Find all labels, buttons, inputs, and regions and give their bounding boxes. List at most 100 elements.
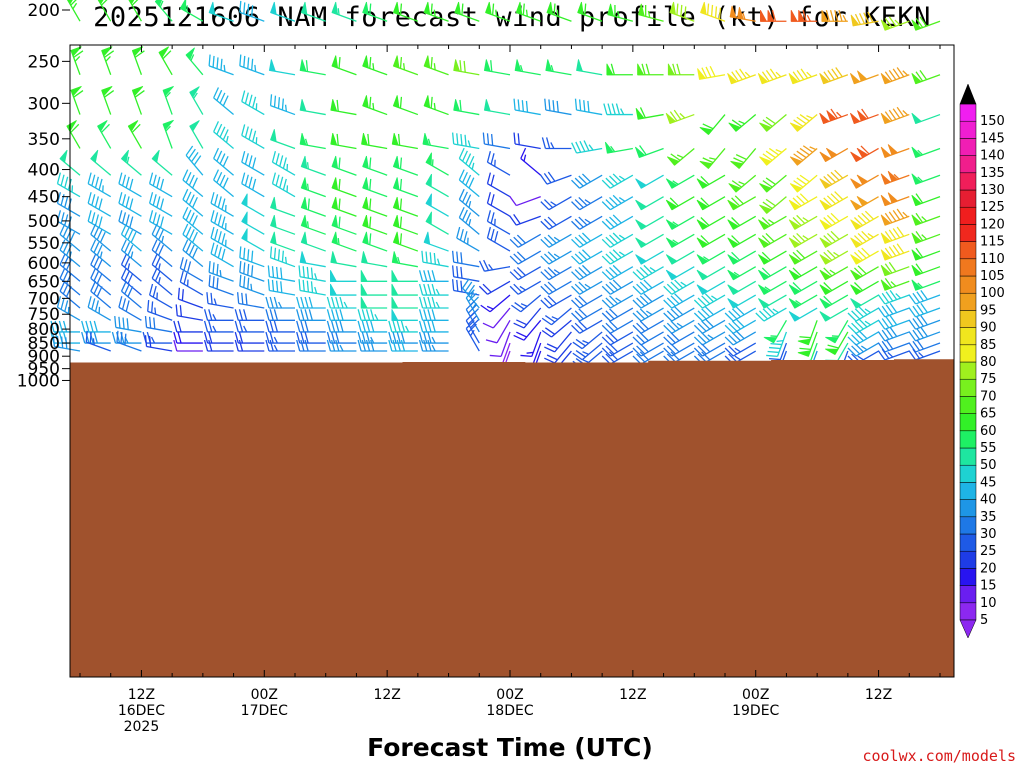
wind-barb [819, 67, 849, 85]
wind-barb [790, 10, 818, 22]
wind-barb [601, 279, 634, 295]
x-axis-label: Forecast Time (UTC) [367, 733, 653, 762]
wind-barb [418, 296, 449, 309]
wind-barb [423, 1, 449, 22]
wind-barb [509, 250, 542, 265]
colorbar-tick-label: 105 [980, 269, 1005, 284]
wind-barb [541, 307, 572, 326]
wind-barb [514, 59, 541, 76]
wind-barb [911, 16, 941, 31]
wind-barb [241, 90, 265, 116]
wind-barb [693, 293, 726, 309]
wind-barb [52, 335, 81, 352]
wind-barb [213, 87, 234, 116]
colorbar-swatch [959, 292, 977, 311]
wind-barb [632, 342, 664, 357]
y-tick-label: 800 [28, 320, 60, 340]
colorbar-tick-label: 25 [980, 544, 997, 559]
wind-barb [544, 331, 572, 353]
wind-barb [296, 296, 326, 309]
wind-barb [418, 339, 449, 352]
colorbar-swatch [959, 413, 977, 432]
wind-barb [271, 172, 296, 198]
wind-barb [451, 265, 480, 282]
wind-barb [151, 253, 173, 282]
wind-barb [362, 214, 388, 235]
wind-barb [540, 250, 572, 265]
credit-link[interactable]: coolwx.com/models [862, 747, 1016, 765]
wind-barb [362, 95, 388, 116]
wind-barb [127, 120, 142, 149]
wind-barb [847, 318, 879, 334]
colorbar-swatch [959, 344, 977, 363]
wind-barb [330, 270, 357, 282]
wind-barb [118, 172, 142, 198]
wind-barb [509, 233, 542, 248]
x-tick-label: 2025 [124, 719, 160, 735]
wind-barb [239, 274, 265, 296]
colorbar-tick-label: 15 [980, 579, 997, 594]
colorbar-swatch [959, 361, 977, 380]
wind-barb [90, 253, 112, 282]
wind-barb [418, 283, 449, 296]
colorbar-swatch [959, 378, 977, 397]
wind-barb [148, 172, 173, 198]
wind-barb [388, 320, 418, 333]
wind-barb [101, 46, 115, 75]
wind-barb [663, 342, 695, 357]
wind-barb [425, 193, 449, 217]
wind-barb [300, 155, 326, 176]
y-tick-label: 250 [28, 52, 60, 72]
wind-barb [880, 261, 910, 277]
wind-barb [571, 319, 603, 334]
wind-barb [269, 246, 296, 268]
colorbar-swatch [959, 464, 977, 483]
wind-barb [154, 0, 173, 22]
wind-barb [185, 145, 204, 176]
wind-barb [179, 257, 204, 282]
wind-barb [296, 320, 326, 333]
wind-barb [571, 294, 603, 309]
wind-barb [486, 172, 511, 198]
wind-barb [151, 239, 173, 268]
wind-barb [789, 145, 818, 166]
wind-barb [179, 270, 204, 296]
wind-barb [850, 108, 879, 125]
wind-barb [392, 214, 419, 235]
wind-barb [210, 242, 234, 268]
wind-barb [546, 1, 572, 22]
wind-barb [213, 121, 234, 149]
wind-barb [361, 132, 388, 150]
wind-barb [825, 331, 849, 356]
wind-barb [911, 146, 941, 158]
colorbar-swatch [959, 206, 977, 225]
wind-barb [241, 124, 265, 150]
wind-barb [758, 280, 787, 295]
wind-barb [724, 330, 757, 346]
wind-barb [142, 331, 173, 344]
wind-barb [173, 339, 203, 352]
wind-barb [819, 294, 849, 309]
wind-barb [908, 348, 941, 361]
wind-barb [700, 1, 726, 22]
wind-barb [66, 0, 81, 22]
wind-barb [911, 212, 941, 226]
wind-barb [239, 246, 265, 268]
wind-barb [331, 155, 357, 176]
wind-barb [270, 231, 296, 252]
wind-barb [87, 210, 112, 235]
wind-barb [81, 320, 111, 333]
wind-barb [788, 214, 818, 230]
wind-barb [330, 283, 357, 296]
wind-barb [696, 196, 726, 211]
wind-barb [70, 46, 84, 75]
colorbar-tick-label: 50 [980, 458, 997, 473]
wind-barb [425, 211, 449, 235]
wind-barb [758, 294, 787, 309]
wind-barb [727, 294, 757, 309]
wind-barb [663, 319, 695, 334]
wind-barb [418, 309, 449, 321]
colorbar-tick-label: 80 [980, 355, 997, 370]
wind-barb [541, 319, 572, 338]
wind-barb [482, 132, 511, 150]
